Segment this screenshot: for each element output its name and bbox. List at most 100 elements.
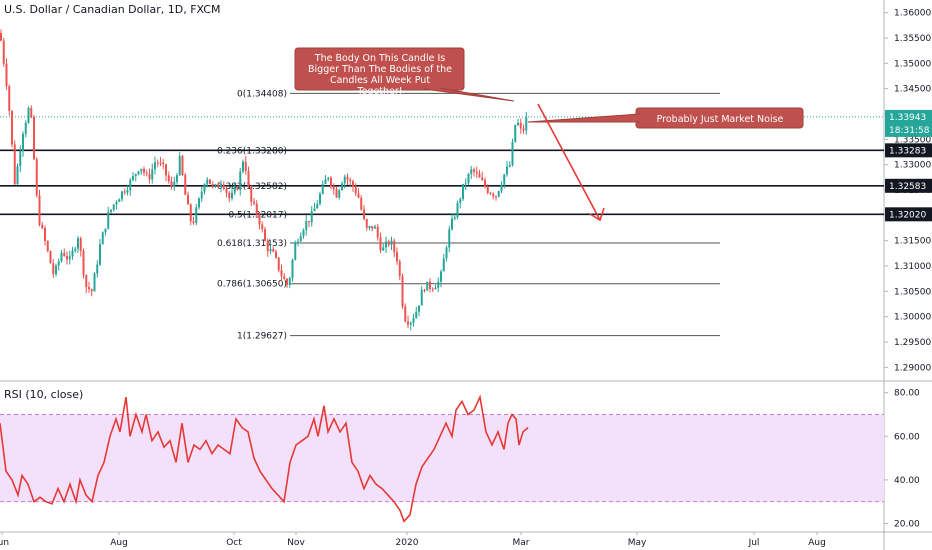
- fib-level-label: 1(1.29627): [237, 332, 287, 342]
- candle-body: [90, 289, 93, 292]
- candle-body: [478, 173, 481, 178]
- candle-body: [115, 201, 118, 205]
- fib-level-label: 0.786(1.30650): [217, 280, 287, 290]
- candle-body: [16, 166, 19, 185]
- candle-body: [277, 257, 280, 271]
- candle-body: [195, 207, 198, 223]
- candle-body: [203, 184, 206, 192]
- candle-body: [404, 306, 407, 322]
- candle-body: [41, 224, 44, 228]
- candle-body: [60, 252, 63, 262]
- candle-body: [297, 241, 299, 244]
- candle-body: [220, 184, 222, 188]
- candle-body: [167, 175, 170, 182]
- candle-body: [489, 192, 492, 194]
- candle-body: [2, 40, 5, 64]
- time-tick-label: Nov: [287, 538, 305, 548]
- fib-level-label: 0.618(1.31453): [217, 239, 287, 249]
- time-tick-label: Jun: [0, 538, 9, 548]
- level-tag: [885, 178, 932, 193]
- candle-body: [236, 187, 239, 190]
- candle-body: [8, 86, 11, 111]
- candle-body: [57, 261, 60, 266]
- fib-level-label: 0(1.34408): [237, 89, 287, 99]
- current-price-label: 1.33943: [889, 113, 926, 123]
- candle-body: [459, 199, 462, 203]
- rsi-pane[interactable]: [0, 394, 884, 523]
- rsi-tick-label: 20.00: [894, 519, 920, 529]
- candle-body: [492, 193, 495, 197]
- candle-body: [280, 270, 283, 277]
- candle-body: [330, 177, 332, 187]
- rsi-line: [0, 394, 529, 523]
- candle-body: [225, 188, 228, 193]
- candle-body: [82, 250, 85, 275]
- candle-body: [288, 278, 291, 285]
- candle-body: [217, 184, 220, 188]
- candle-body: [55, 265, 57, 275]
- candle-body: [11, 110, 13, 145]
- candle-body: [189, 204, 192, 222]
- candle-body: [121, 191, 123, 200]
- price-axis[interactable]: 1.360001.355001.350001.345001.340001.335…: [0, 9, 932, 548]
- candle-body: [462, 183, 464, 200]
- price-tick-label: 1.31000: [894, 262, 931, 272]
- candle-body: [134, 174, 137, 176]
- candle-body: [162, 162, 165, 165]
- candle-body: [261, 224, 264, 230]
- candle-body: [68, 256, 71, 260]
- candle-body: [63, 252, 66, 257]
- candle-body: [283, 276, 286, 279]
- candle-body: [52, 263, 55, 275]
- candle-body: [159, 162, 162, 164]
- candle-body: [38, 195, 41, 225]
- time-tick-label: 2020: [396, 538, 419, 548]
- candle-body: [209, 179, 211, 184]
- candle-body: [525, 117, 528, 131]
- candle-body: [354, 186, 357, 194]
- candle-body: [148, 173, 151, 180]
- candle-body: [198, 198, 200, 208]
- price-tick-label: 1.33500: [894, 135, 931, 145]
- candle-body: [324, 179, 327, 185]
- annotation-text-line: Together!: [356, 86, 402, 97]
- candle-body: [316, 203, 319, 209]
- candle-body: [426, 281, 429, 291]
- level-tag-label: 1.33283: [889, 146, 926, 156]
- price-tick-label: 1.36000: [894, 9, 931, 19]
- candle-body: [335, 189, 338, 198]
- candle-body: [79, 238, 82, 251]
- candle-body: [239, 171, 242, 190]
- candle-body: [247, 170, 250, 187]
- candle-body: [228, 192, 231, 199]
- candle-body: [96, 264, 99, 274]
- candle-body: [514, 124, 517, 142]
- candle-body: [104, 228, 107, 233]
- annotation-text-line: Bigger Than The Bodies of the: [308, 64, 452, 75]
- candle-body: [77, 238, 79, 249]
- candle-body: [349, 179, 352, 182]
- price-tick-label: 1.33000: [894, 161, 931, 171]
- level-tag: [885, 143, 932, 158]
- candle-body: [173, 181, 176, 187]
- candle-body: [448, 229, 451, 248]
- candle-body: [71, 250, 74, 257]
- candle-body: [291, 259, 294, 279]
- candle-body: [275, 251, 277, 258]
- candle-body: [497, 191, 500, 197]
- candle-body: [178, 156, 181, 176]
- candle-body: [360, 197, 363, 210]
- level-tag: [885, 207, 932, 222]
- candle-body: [272, 249, 275, 252]
- annotation-text-line: Candles All Week Put: [330, 75, 430, 86]
- candle-body: [93, 273, 96, 292]
- candle-body: [211, 183, 214, 186]
- candle-body: [294, 243, 297, 260]
- candle-body: [151, 169, 154, 180]
- candle-body: [88, 287, 90, 290]
- chart-title: U.S. Dollar / Canadian Dollar, 1D, FXCM: [4, 3, 221, 16]
- candle-body: [437, 281, 440, 288]
- price-tick-label: 1.30500: [894, 287, 931, 297]
